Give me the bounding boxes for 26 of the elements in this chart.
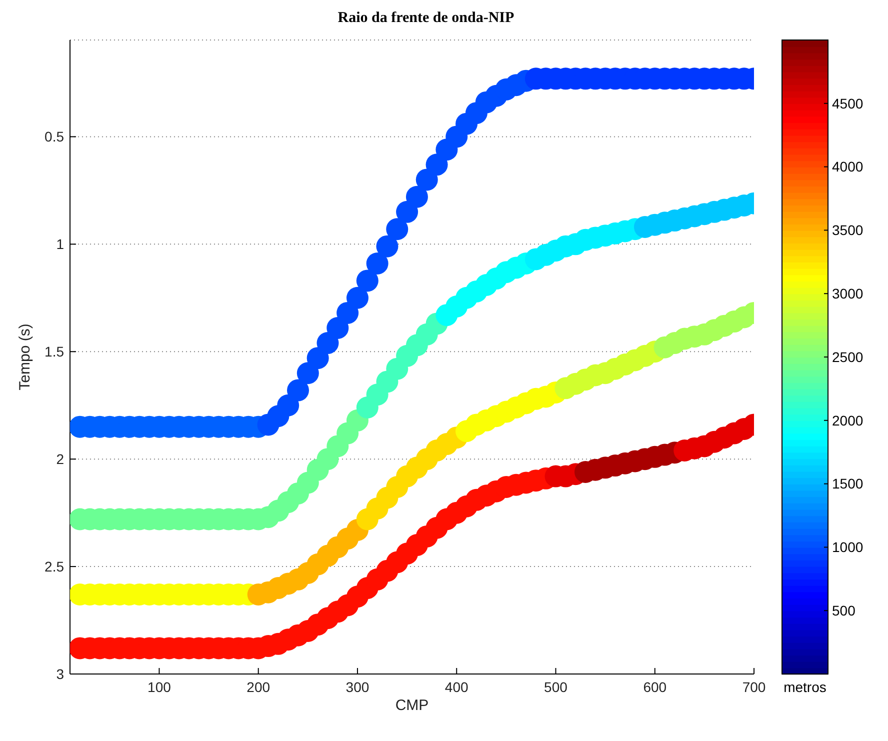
x-tick-label: 600 [643, 678, 667, 695]
x-tick-label: 500 [544, 678, 568, 695]
color-bar-label: 500 [832, 602, 856, 618]
color-bar-label: 1500 [832, 476, 864, 492]
x-tick-label: 700 [742, 678, 766, 695]
y-tick-label: 2 [56, 451, 64, 468]
color-bar-label: 4000 [832, 158, 864, 175]
x-axis-title: CMP [395, 697, 429, 714]
y-tick-label: 0.5 [44, 128, 64, 145]
color-bar-title: metros [784, 679, 826, 695]
color-bar-label: 4500 [832, 95, 864, 112]
color-bar-label: 2000 [832, 412, 864, 428]
x-tick-label: 400 [444, 678, 468, 695]
color-bar-label: 2500 [832, 348, 864, 365]
y-tick-label: 1 [56, 236, 64, 252]
color-bar-label: 3000 [832, 286, 864, 302]
x-tick-label: 300 [346, 678, 370, 695]
y-axis-title: Tempo (s) [16, 324, 34, 390]
y-tick-label: 2.5 [44, 558, 64, 575]
chart-title: Raio da frente de onda-NIP [336, 10, 516, 27]
color-bar-label: 1000 [832, 539, 864, 556]
y-tick-label: 1.5 [44, 344, 64, 360]
x-tick-label: 100 [148, 678, 172, 695]
color-bar-label: 3500 [832, 222, 864, 238]
y-tick-label: 3 [56, 666, 64, 682]
x-tick-label: 200 [246, 678, 270, 695]
